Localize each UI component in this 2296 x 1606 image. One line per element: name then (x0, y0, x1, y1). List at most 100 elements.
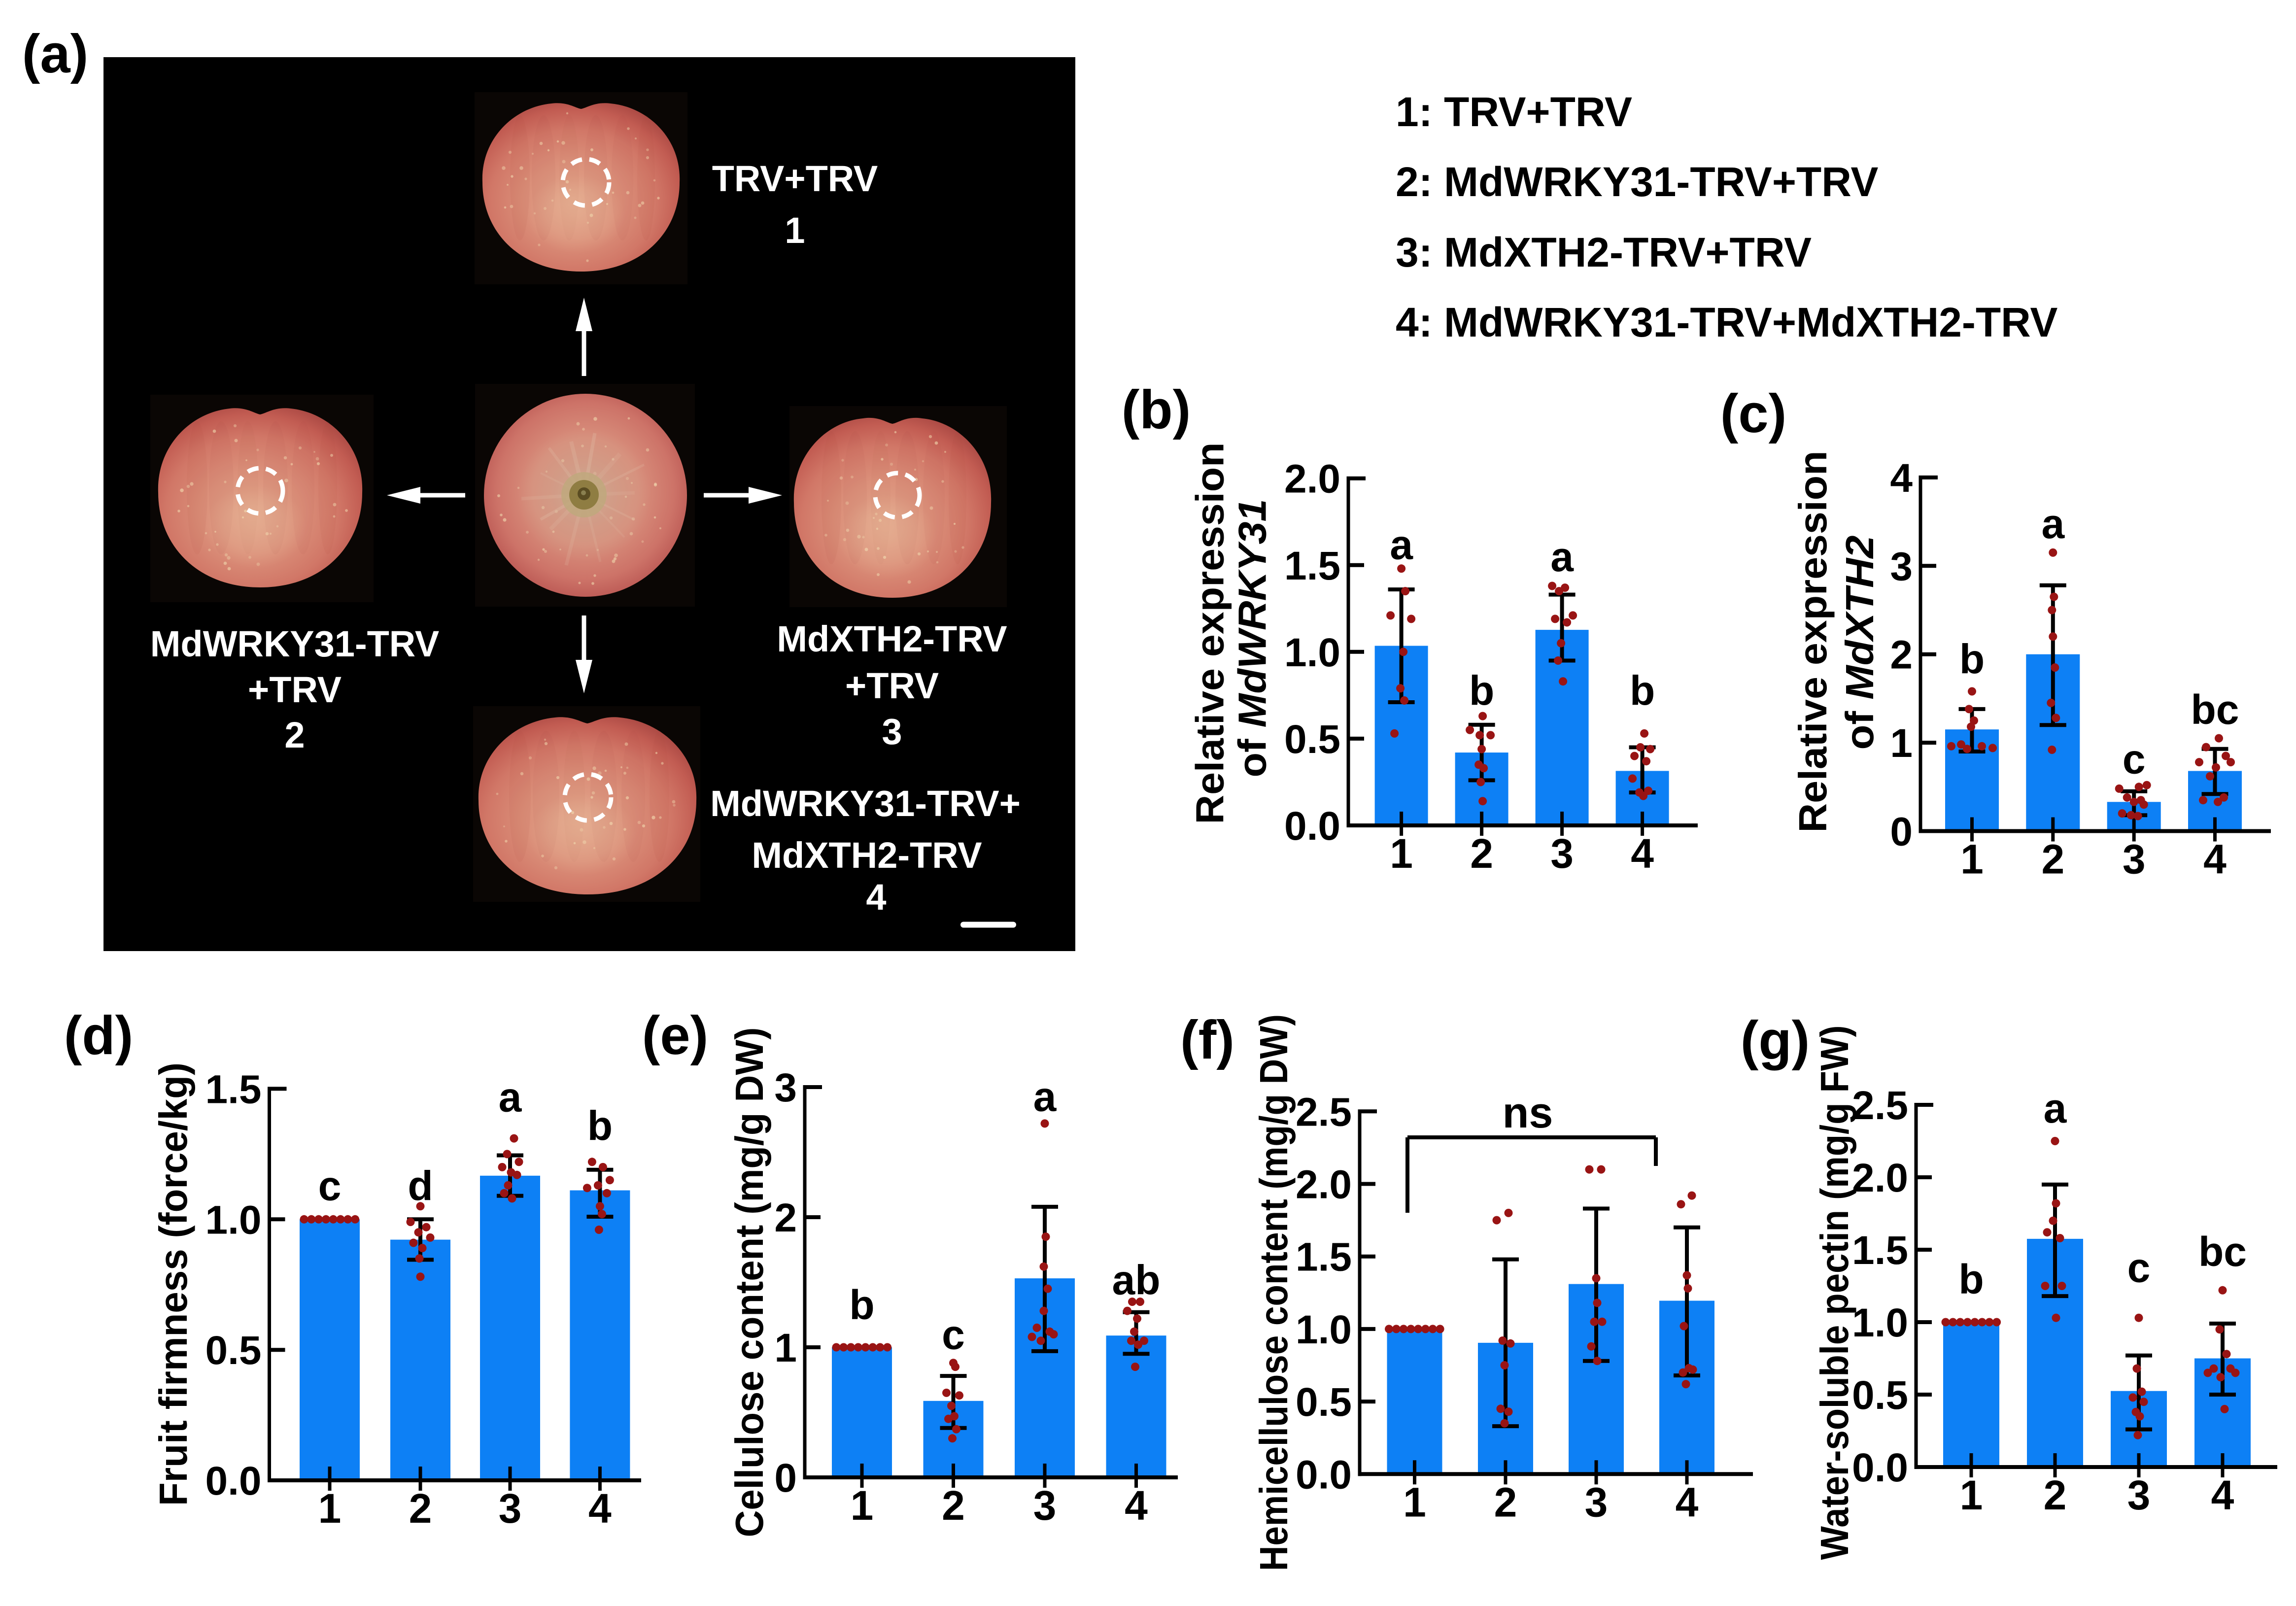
svg-text:1.0: 1.0 (1852, 1300, 1908, 1345)
svg-text:c: c (2127, 1244, 2151, 1291)
svg-text:b: b (1958, 1256, 1984, 1302)
svg-text:1: 1 (774, 1326, 797, 1370)
svg-text:2: 2 (409, 1485, 432, 1532)
svg-text:0.5: 0.5 (1296, 1380, 1352, 1425)
svg-text:c: c (318, 1162, 342, 1209)
svg-text:(b): (b) (1122, 379, 1191, 440)
svg-text:of MdXTH2: of MdXTH2 (1838, 536, 1882, 750)
svg-text:4: 4 (1125, 1482, 1148, 1529)
svg-text:MdXTH2-TRV: MdXTH2-TRV (777, 618, 1007, 659)
svg-text:3: 3 (1585, 1479, 1608, 1525)
svg-text:2.0: 2.0 (1284, 457, 1340, 502)
svg-text:1.0: 1.0 (206, 1197, 262, 1242)
svg-text:TRV+TRV: TRV+TRV (712, 158, 878, 199)
svg-text:2.5: 2.5 (1852, 1083, 1908, 1128)
svg-text:a: a (2041, 501, 2065, 547)
svg-text:bc: bc (2198, 1229, 2247, 1275)
svg-text:2.0: 2.0 (1296, 1162, 1352, 1207)
svg-text:1.5: 1.5 (1296, 1235, 1352, 1280)
svg-text:ab: ab (1112, 1257, 1160, 1303)
svg-text:1: 1 (851, 1482, 874, 1529)
svg-text:1.0: 1.0 (1284, 630, 1340, 675)
svg-text:+TRV: +TRV (845, 665, 939, 706)
svg-text:1: TRV+TRV: 1: TRV+TRV (1396, 89, 1632, 135)
svg-text:Water-soluble pectin (mg/g FW): Water-soluble pectin (mg/g FW) (1813, 1025, 1856, 1560)
svg-text:1: 1 (785, 210, 805, 251)
svg-text:1: 1 (1390, 830, 1413, 877)
svg-text:2: 2 (1470, 830, 1493, 877)
svg-text:4: 4 (588, 1485, 612, 1532)
svg-text:0.5: 0.5 (1852, 1373, 1908, 1418)
svg-text:0.5: 0.5 (1284, 717, 1340, 762)
svg-text:3: 3 (2123, 836, 2146, 883)
svg-text:2: 2 (1494, 1479, 1517, 1525)
svg-text:3: 3 (882, 711, 902, 752)
svg-text:bc: bc (2191, 686, 2239, 733)
svg-text:b: b (1469, 667, 1494, 714)
svg-text:a: a (1033, 1074, 1057, 1120)
svg-text:Cellulose content (mg/g DW): Cellulose content (mg/g DW) (727, 1027, 771, 1538)
svg-text:2: 2 (774, 1196, 797, 1240)
svg-text:3: 3 (774, 1065, 797, 1110)
svg-text:0: 0 (1890, 810, 1913, 854)
svg-text:1: 1 (1960, 1472, 1983, 1518)
svg-text:0.5: 0.5 (206, 1328, 262, 1373)
svg-text:c: c (942, 1312, 965, 1358)
svg-text:a: a (499, 1074, 522, 1120)
svg-text:b: b (1630, 667, 1655, 714)
svg-text:1: 1 (1403, 1479, 1426, 1525)
svg-text:2: 2 (942, 1482, 965, 1529)
svg-text:0.0: 0.0 (1852, 1445, 1908, 1490)
svg-text:3: 3 (2127, 1472, 2151, 1518)
svg-text:1.5: 1.5 (1284, 544, 1340, 588)
svg-text:0.0: 0.0 (206, 1459, 262, 1503)
svg-text:+TRV: +TRV (248, 669, 342, 710)
svg-text:1: 1 (318, 1485, 342, 1532)
svg-text:4: 4 (1890, 456, 1913, 501)
svg-text:1.0: 1.0 (1296, 1307, 1352, 1352)
svg-text:0.0: 0.0 (1296, 1452, 1352, 1497)
svg-text:2.5: 2.5 (1296, 1090, 1352, 1134)
svg-text:4: 4 (2211, 1472, 2234, 1518)
svg-text:4: 4 (1676, 1479, 1699, 1525)
svg-text:4: 4 (2203, 836, 2227, 883)
svg-text:Relative expression: Relative expression (1188, 443, 1232, 824)
svg-text:Fruit firmness (force/kg): Fruit firmness (force/kg) (151, 1062, 195, 1506)
svg-text:b: b (587, 1103, 613, 1149)
svg-text:c: c (2123, 736, 2146, 782)
svg-text:2: 2 (284, 715, 305, 755)
svg-text:3: 3 (1890, 544, 1913, 589)
svg-text:MdXTH2-TRV: MdXTH2-TRV (752, 835, 982, 876)
svg-text:0: 0 (774, 1456, 797, 1501)
svg-text:Hemicellulose content (mg/g DW: Hemicellulose content (mg/g DW) (1252, 1014, 1296, 1571)
svg-text:b: b (849, 1282, 874, 1328)
svg-text:1: 1 (1890, 721, 1913, 766)
svg-text:(d): (d) (64, 1005, 133, 1066)
svg-text:3: 3 (1033, 1482, 1057, 1529)
svg-text:3: 3 (499, 1485, 522, 1532)
svg-text:2: 2 (2041, 836, 2064, 883)
svg-text:(a): (a) (22, 24, 88, 84)
svg-text:Relative expression: Relative expression (1791, 451, 1835, 833)
svg-text:4: 4 (866, 877, 886, 918)
svg-text:2: 2 (2044, 1472, 2067, 1518)
svg-text:b: b (1959, 636, 1985, 683)
svg-text:a: a (2044, 1085, 2067, 1131)
svg-text:1.5: 1.5 (206, 1067, 262, 1112)
svg-text:MdWRKY31-TRV: MdWRKY31-TRV (150, 623, 440, 664)
svg-text:(g): (g) (1741, 1010, 1810, 1071)
svg-text:a: a (1390, 522, 1413, 568)
svg-text:2.0: 2.0 (1852, 1156, 1908, 1200)
svg-text:0.0: 0.0 (1284, 804, 1340, 849)
svg-text:3: MdXTH2-TRV+TRV: 3: MdXTH2-TRV+TRV (1396, 229, 1812, 275)
svg-text:(f): (f) (1180, 1010, 1234, 1070)
svg-text:(c): (c) (1720, 383, 1786, 444)
svg-text:of MdWRKY31: of MdWRKY31 (1231, 499, 1274, 778)
svg-text:2: 2 (1890, 633, 1913, 678)
svg-text:a: a (1550, 534, 1574, 580)
svg-text:(e): (e) (642, 1005, 708, 1066)
svg-text:1: 1 (1960, 836, 1984, 883)
svg-text:MdWRKY31-TRV+: MdWRKY31-TRV+ (710, 783, 1021, 824)
svg-text:1.5: 1.5 (1852, 1228, 1908, 1273)
svg-text:d: d (408, 1162, 433, 1209)
